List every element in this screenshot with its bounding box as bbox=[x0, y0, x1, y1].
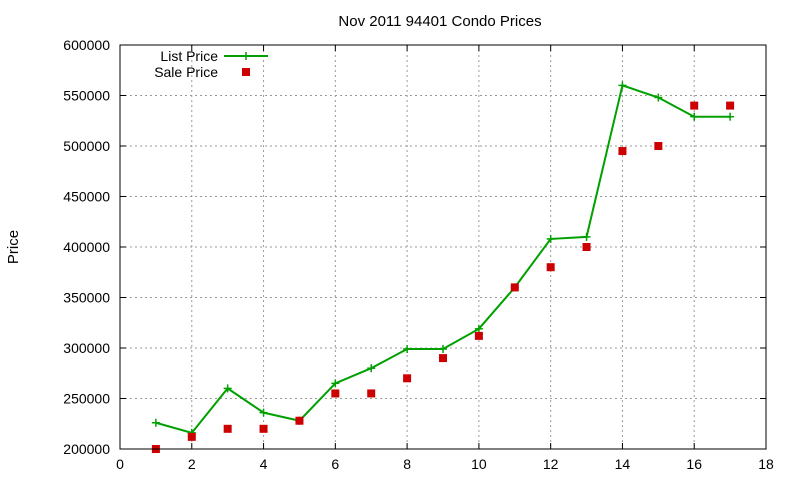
y-tick-label: 350000 bbox=[63, 290, 110, 306]
data-point bbox=[690, 101, 699, 110]
x-tick-label: 16 bbox=[686, 456, 702, 472]
legend-marker bbox=[242, 52, 250, 60]
data-point bbox=[726, 112, 735, 121]
data-point bbox=[726, 101, 735, 110]
data-point bbox=[439, 354, 447, 363]
series-line bbox=[155, 84, 731, 434]
data-point bbox=[259, 424, 268, 433]
data-point bbox=[187, 432, 196, 441]
data-point bbox=[151, 418, 160, 427]
plot-frame bbox=[119, 44, 767, 450]
data-point bbox=[439, 345, 447, 354]
data-point bbox=[367, 364, 376, 373]
data-point bbox=[654, 142, 663, 150]
data-point bbox=[546, 263, 555, 272]
series-1 bbox=[151, 101, 735, 453]
data-point bbox=[654, 93, 663, 102]
x-tick-label: 10 bbox=[471, 456, 487, 472]
data-point bbox=[474, 331, 483, 340]
x-tick-label: 14 bbox=[615, 456, 631, 472]
x-tick-label: 4 bbox=[260, 456, 268, 472]
y-tick-label: 200000 bbox=[63, 441, 110, 457]
data-point bbox=[403, 374, 412, 383]
legend-label: Sale Price bbox=[154, 64, 218, 80]
data-point bbox=[403, 345, 412, 354]
series-layer bbox=[151, 81, 735, 453]
y-tick-label: 450000 bbox=[63, 189, 110, 205]
data-point bbox=[223, 424, 232, 433]
x-tick-label: 2 bbox=[188, 456, 196, 472]
data-point bbox=[331, 379, 340, 388]
series-0 bbox=[151, 81, 735, 437]
data-point bbox=[618, 81, 627, 90]
y-axis-label: Price bbox=[5, 230, 22, 264]
tick-layer: 0 2 4 6 8 10 12 14 16 18 200000 250000 300000 350000 4… bbox=[63, 37, 774, 472]
y-tick-label: 250000 bbox=[63, 391, 110, 407]
legend-label: List Price bbox=[160, 48, 218, 64]
data-point bbox=[690, 112, 699, 121]
data-point bbox=[367, 389, 376, 398]
legend-marker bbox=[242, 68, 250, 76]
data-point bbox=[618, 147, 627, 156]
data-point bbox=[582, 243, 591, 251]
chart-title: Nov 2011 94401 Condo Prices bbox=[338, 13, 541, 30]
x-tick-label: 0 bbox=[116, 456, 124, 472]
y-tick-label: 500000 bbox=[63, 138, 110, 154]
data-point bbox=[331, 389, 340, 398]
data-point bbox=[259, 408, 268, 417]
data-point bbox=[474, 324, 483, 333]
x-tick-label: 8 bbox=[403, 456, 411, 472]
data-point bbox=[582, 232, 591, 241]
data-point bbox=[223, 384, 232, 393]
data-point bbox=[510, 283, 519, 292]
x-tick-label: 12 bbox=[543, 456, 559, 472]
data-point bbox=[546, 234, 555, 243]
data-point bbox=[295, 416, 304, 425]
y-tick-label: 600000 bbox=[63, 37, 110, 53]
y-tick-label: 300000 bbox=[63, 340, 110, 356]
x-tick-label: 18 bbox=[758, 456, 774, 472]
y-tick-label: 400000 bbox=[63, 239, 110, 255]
grid-layer bbox=[120, 45, 766, 449]
x-tick-label: 6 bbox=[331, 456, 339, 472]
y-tick-label: 550000 bbox=[63, 88, 110, 104]
